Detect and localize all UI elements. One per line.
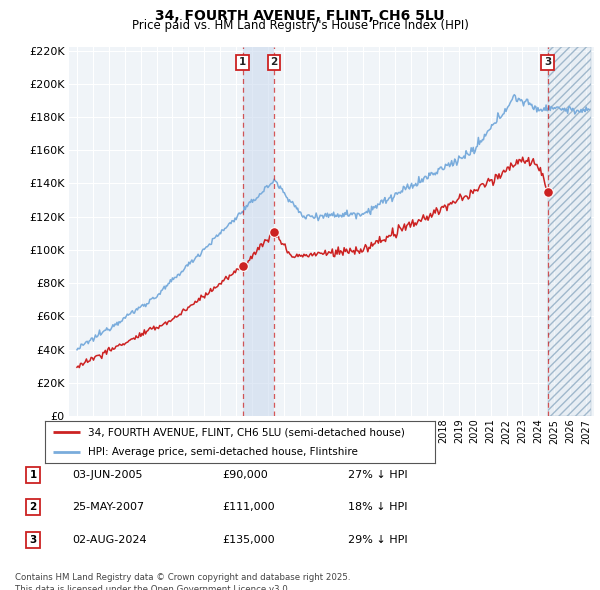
Text: 34, FOURTH AVENUE, FLINT, CH6 5LU: 34, FOURTH AVENUE, FLINT, CH6 5LU [155, 9, 445, 23]
Text: 29% ↓ HPI: 29% ↓ HPI [348, 535, 407, 545]
Text: 2: 2 [29, 503, 37, 512]
Text: £111,000: £111,000 [222, 503, 275, 512]
Bar [548, 47, 591, 416]
Text: £135,000: £135,000 [222, 535, 275, 545]
Text: 1: 1 [239, 57, 247, 67]
Text: Price paid vs. HM Land Registry's House Price Index (HPI): Price paid vs. HM Land Registry's House … [131, 19, 469, 32]
Text: 3: 3 [544, 57, 551, 67]
Text: £90,000: £90,000 [222, 470, 268, 480]
Text: 34, FOURTH AVENUE, FLINT, CH6 5LU (semi-detached house): 34, FOURTH AVENUE, FLINT, CH6 5LU (semi-… [88, 427, 405, 437]
Text: HPI: Average price, semi-detached house, Flintshire: HPI: Average price, semi-detached house,… [88, 447, 358, 457]
Bar [548, 47, 591, 416]
Text: Contains HM Land Registry data © Crown copyright and database right 2025.
This d: Contains HM Land Registry data © Crown c… [15, 573, 350, 590]
Text: 25-MAY-2007: 25-MAY-2007 [72, 503, 144, 512]
Text: 27% ↓ HPI: 27% ↓ HPI [348, 470, 407, 480]
Text: 02-AUG-2024: 02-AUG-2024 [72, 535, 146, 545]
Text: 2: 2 [271, 57, 278, 67]
Text: 18% ↓ HPI: 18% ↓ HPI [348, 503, 407, 512]
Text: 3: 3 [29, 535, 37, 545]
Bar [243, 47, 274, 416]
Text: 03-JUN-2005: 03-JUN-2005 [72, 470, 143, 480]
Text: 1: 1 [29, 470, 37, 480]
